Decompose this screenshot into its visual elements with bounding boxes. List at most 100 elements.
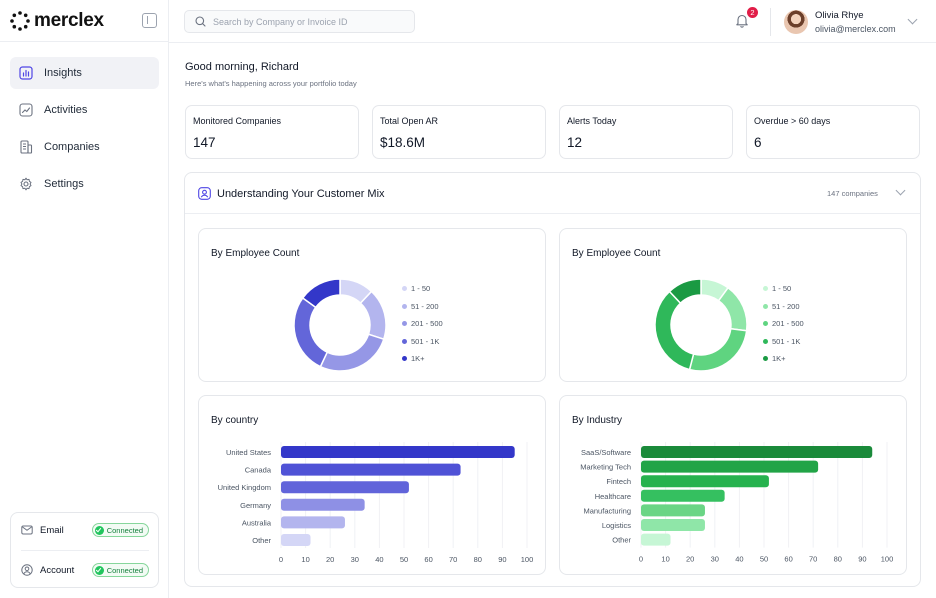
bar-logistics[interactable] — [641, 519, 705, 531]
legend-swatch — [402, 303, 407, 309]
chart-title: By Industry — [572, 415, 623, 426]
legend-label: 501 - 1K — [411, 336, 440, 346]
donut-slice-201-500[interactable] — [688, 327, 748, 372]
bell-icon[interactable] — [735, 13, 749, 28]
category-label-fintech: Fintech — [606, 477, 631, 486]
category-label-saas-software: SaaS/Software — [581, 448, 631, 457]
stat-card-monitored-companies: Monitored Companies 147 — [185, 105, 359, 159]
legend-label: 501 - 1K — [772, 336, 801, 346]
bar-marketing-tech[interactable] — [641, 460, 819, 473]
connection-account[interactable]: Account Connected — [21, 560, 149, 580]
category-label-other: Other — [612, 536, 631, 545]
logo-icon — [10, 11, 30, 31]
bar-canada[interactable] — [281, 463, 461, 476]
customer-mix-header[interactable]: Understanding Your Customer Mix 147 comp… — [185, 173, 920, 214]
sidebar-item-companies[interactable]: Companies — [10, 131, 159, 163]
x-tick-label: 60 — [784, 555, 792, 564]
legend-item-1k: 1K+ — [763, 354, 786, 363]
category-label-canada: Canada — [245, 466, 272, 475]
sidebar-item-insights[interactable]: Insights — [10, 57, 159, 89]
legend-label: 1 - 50 — [411, 284, 431, 293]
x-tick-label: 10 — [301, 555, 309, 564]
sidebar-item-settings[interactable]: Settings — [10, 168, 159, 200]
donut-slice-1k[interactable] — [301, 278, 341, 309]
legend-swatch — [763, 338, 768, 344]
legend-swatch — [763, 286, 768, 291]
category-label-united-states: United States — [226, 448, 271, 457]
check-icon — [94, 525, 104, 535]
connections-divider — [21, 550, 149, 551]
x-tick-label: 80 — [474, 555, 482, 564]
category-label-healthcare: Healthcare — [595, 492, 631, 501]
legend-item-51-200: 51 - 200 — [763, 302, 800, 311]
bar-fintech[interactable] — [641, 475, 769, 488]
legend-swatch — [402, 286, 407, 291]
logo[interactable]: merclex — [10, 10, 104, 32]
sidebar: merclex Insights Activities Companies Se… — [0, 0, 169, 598]
x-tick-label: 30 — [351, 555, 359, 564]
employee-count-chart-green: By Employee Count 1 - 50 51 - 200 201 - 50… — [559, 228, 907, 382]
donut-slice-51-200[interactable] — [717, 286, 748, 332]
bar-united-kingdom[interactable] — [281, 481, 409, 494]
bar-germany[interactable] — [281, 498, 365, 511]
bar-other[interactable] — [281, 534, 311, 546]
donut-slice-201-500[interactable] — [319, 333, 385, 372]
chevron-down-icon[interactable] — [895, 185, 906, 196]
logo-text: merclex — [34, 10, 104, 31]
connection-email[interactable]: Email Connected — [21, 520, 149, 540]
building-icon — [19, 140, 33, 154]
stat-label: Total Open AR — [380, 116, 439, 126]
bar-other[interactable] — [641, 533, 671, 546]
bar-manufacturing[interactable] — [641, 504, 705, 517]
industry-bar-chart: By Industry 0 10 20 30 40 50 60 70 80 90 100 SaaS/S… — [559, 395, 907, 575]
status-text: Connected — [106, 565, 143, 575]
x-tick-label: 0 — [639, 555, 643, 564]
legend-item-501-1k: 501 - 1K — [402, 337, 439, 346]
legend-label: 51 - 200 — [772, 301, 800, 311]
bar-saas-software[interactable] — [641, 446, 873, 458]
legend-item-201-500: 201 - 500 — [402, 319, 443, 328]
x-tick-label: 60 — [424, 555, 432, 564]
donut-slice-501-1k[interactable] — [293, 296, 329, 368]
employee-count-chart-blue: By Employee Count 1 - 50 51 - 200 201 - 50… — [198, 228, 546, 382]
stat-label: Overdue > 60 days — [754, 116, 831, 126]
donut-slice-51-200[interactable] — [359, 290, 387, 341]
greeting-subtitle: Here's what's happening across your port… — [185, 79, 357, 88]
bar-healthcare[interactable] — [641, 489, 725, 502]
greeting-title: Good morning, Richard — [185, 61, 299, 73]
legend-item-501-1k: 501 - 1K — [763, 337, 800, 346]
legend-label: 51 - 200 — [411, 301, 439, 311]
user-name: Olivia Rhye — [815, 10, 864, 21]
mail-icon — [21, 525, 33, 535]
legend-swatch — [763, 356, 768, 361]
status-text: Connected — [106, 525, 143, 535]
category-label-germany: Germany — [240, 501, 271, 510]
category-label-marketing-tech: Marketing Tech — [580, 463, 631, 472]
sidebar-collapse-icon[interactable] — [142, 13, 157, 28]
legend-swatch — [402, 356, 407, 361]
stat-label: Alerts Today — [567, 116, 617, 126]
stat-value: 147 — [193, 135, 216, 150]
stat-card-overdue-60-days: Overdue > 60 days 6 — [746, 105, 920, 159]
gear-icon — [19, 177, 33, 191]
avatar[interactable] — [784, 10, 808, 34]
donut-slice-501-1k[interactable] — [654, 290, 695, 371]
x-tick-label: 30 — [711, 555, 719, 564]
top-header: 2 Olivia Rhye olivia@merclex.com — [169, 0, 936, 43]
stat-card-alerts-today: Alerts Today 12 — [559, 105, 733, 159]
user-circle-icon — [21, 564, 33, 576]
sidebar-item-activities[interactable]: Activities — [10, 94, 159, 126]
search-input[interactable] — [213, 16, 403, 27]
x-tick-label: 50 — [400, 555, 408, 564]
bar-united-states[interactable] — [281, 446, 515, 458]
donut-slice-1k[interactable] — [668, 278, 702, 305]
x-tick-label: 70 — [449, 555, 457, 564]
category-label-logistics: Logistics — [602, 521, 631, 530]
bar-chart: 0 10 20 30 40 50 60 70 80 90 100 SaaS/Software Marke… — [580, 442, 893, 564]
user-menu-chevron-down-icon[interactable] — [907, 14, 918, 25]
legend-swatch — [763, 303, 768, 309]
x-tick-label: 90 — [858, 555, 866, 564]
chart-title: By Employee Count — [572, 248, 661, 259]
bar-australia[interactable] — [281, 516, 345, 529]
search-box[interactable] — [184, 10, 415, 33]
